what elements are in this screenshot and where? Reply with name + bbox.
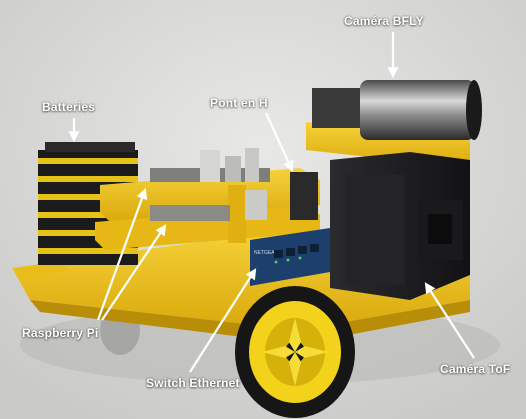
- bfly-lens-front: [466, 80, 482, 140]
- front-wheel: [235, 286, 355, 418]
- frame-pillar: [228, 185, 246, 243]
- raspberry-pi-boards: [150, 148, 270, 221]
- arrow-raspberry-pi-bottom: [101, 224, 167, 321]
- label-raspberry-pi: Raspberry Pi: [22, 326, 99, 340]
- arrow-switch-ethernet: [189, 268, 257, 373]
- label-arrows: [68, 32, 475, 373]
- label-batteries: Batteries: [42, 100, 96, 114]
- h-bridge: [290, 172, 318, 220]
- tof-camera: [330, 152, 470, 300]
- bfly-camera-lens: [360, 80, 475, 140]
- arrow-pont-en-h: [264, 112, 294, 173]
- label-switch-ethernet: Switch Ethernet: [146, 376, 240, 390]
- switch-brand: NETGEAR: [254, 250, 279, 256]
- label-pont-en-h: Pont en H: [210, 96, 268, 110]
- ethernet-switch: NETGEAR: [250, 228, 330, 286]
- label-camera-bfly: Caméra BFLY: [344, 14, 424, 28]
- label-camera-tof: Caméra ToF: [440, 362, 511, 376]
- chassis-front-lip: [12, 262, 70, 282]
- arrow-camera-tof: [424, 282, 475, 359]
- arrow-raspberry-pi-top: [96, 187, 148, 321]
